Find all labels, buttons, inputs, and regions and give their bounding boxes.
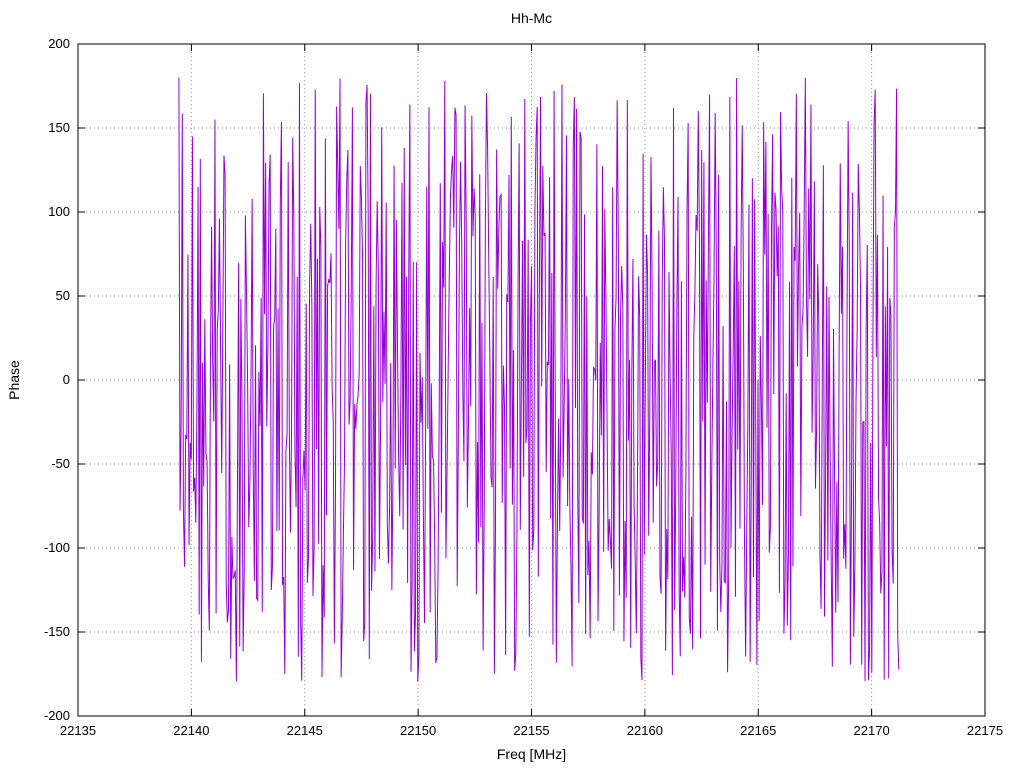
x-tick-label: 22165 <box>740 723 776 738</box>
x-tick-label: 22150 <box>400 723 436 738</box>
y-tick-label: -200 <box>44 708 70 723</box>
y-tick-label: -50 <box>51 456 70 471</box>
chart-title: Hh-Mc <box>510 10 553 26</box>
x-tick-label: 22170 <box>854 723 890 738</box>
x-tick-label: 22135 <box>60 723 96 738</box>
x-tick-label: 22160 <box>627 723 663 738</box>
y-tick-label: 100 <box>48 204 70 219</box>
y-tick-label: 0 <box>63 372 70 387</box>
x-tick-label: 22140 <box>173 723 209 738</box>
x-tick-label: 22175 <box>967 723 1003 738</box>
y-tick-label: -100 <box>44 540 70 555</box>
series-line-Hh-Mc <box>178 77 900 682</box>
y-tick-label: 200 <box>48 36 70 51</box>
x-tick-label: 22155 <box>513 723 549 738</box>
y-tick-label: -150 <box>44 624 70 639</box>
y-tick-label: 50 <box>56 288 70 303</box>
x-axis-label: Freq [MHz] <box>496 746 567 762</box>
y-tick-label: 150 <box>48 120 70 135</box>
x-tick-label: 22145 <box>287 723 323 738</box>
